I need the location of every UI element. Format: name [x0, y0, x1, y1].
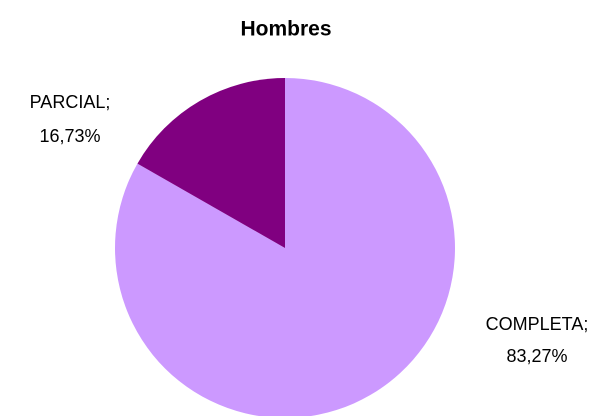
- slice-category-label: PARCIAL;: [30, 92, 111, 112]
- slice-value-label: 83,27%: [506, 346, 567, 366]
- pie-slice: [115, 78, 455, 416]
- pie-slice: [137, 78, 285, 248]
- slice-value-label: 16,73%: [39, 126, 100, 146]
- chart-title: Hombres: [240, 18, 331, 41]
- slice-category-label: COMPLETA;: [486, 314, 589, 334]
